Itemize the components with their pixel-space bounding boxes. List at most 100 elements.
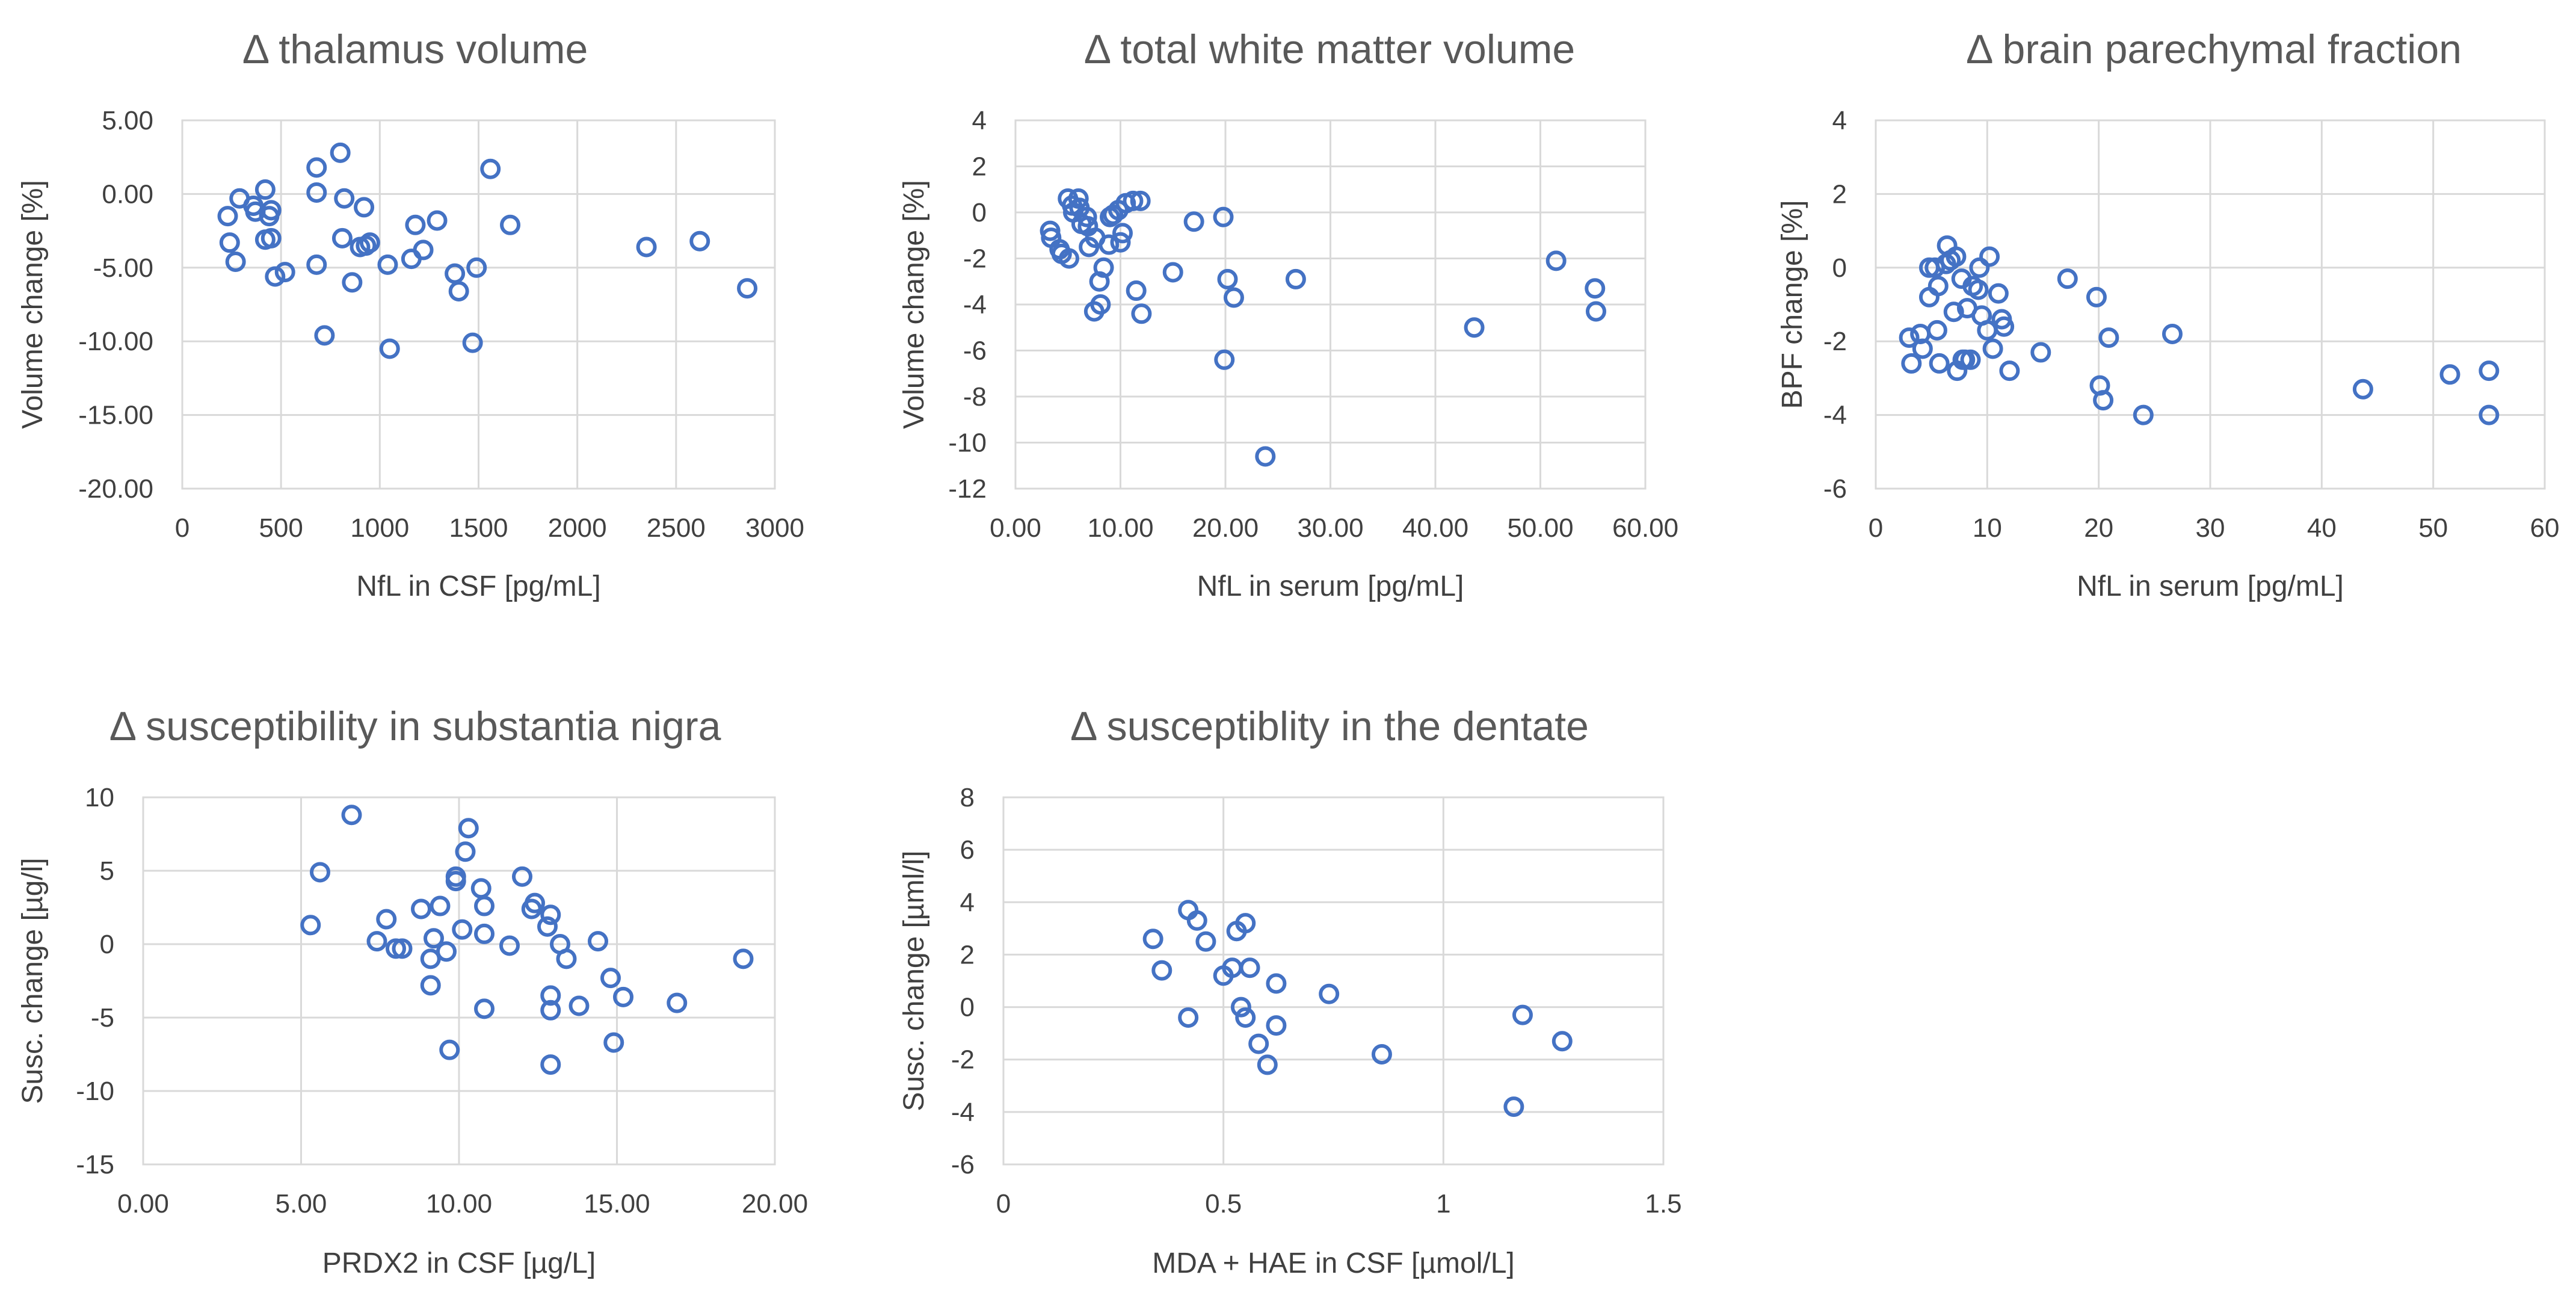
data-point <box>636 236 657 258</box>
data-point <box>254 179 276 200</box>
data-point <box>1926 320 1947 341</box>
data-point <box>306 254 327 275</box>
x-tick-label: 5.00 <box>276 1189 327 1219</box>
y-tick-label: -15.00 <box>78 401 153 430</box>
data-point <box>466 257 487 278</box>
y-tick-label: -6 <box>963 336 987 366</box>
x-tick-label: 1000 <box>350 513 409 543</box>
chart-4: Δ susceptibility in substantia nigra 10 5 0… <box>17 703 808 1279</box>
x-tick-label: 2000 <box>548 513 607 543</box>
data-point <box>1371 1044 1392 1065</box>
chart-5: Δ susceptiblity in the dentate 8 6 4 2 0 -2 -4 -… <box>898 703 1682 1279</box>
data-point <box>600 968 621 989</box>
data-point <box>1912 338 1933 359</box>
data-point <box>1503 1096 1524 1117</box>
data-point <box>470 878 491 899</box>
y-axis-title: BPF change [%] <box>1776 200 1808 409</box>
data-point <box>1090 294 1111 315</box>
y-tick-label: -8 <box>963 382 987 412</box>
data-point <box>1319 983 1340 1004</box>
data-point <box>540 1000 561 1021</box>
x-tick-label: 2500 <box>647 513 706 543</box>
x-tick-label: 1500 <box>449 513 508 543</box>
data-point <box>225 252 246 273</box>
data-point <box>2133 404 2154 425</box>
data-point <box>411 898 431 919</box>
data-point <box>1266 973 1287 994</box>
plot-area <box>142 796 776 1166</box>
data-point <box>306 157 327 178</box>
y-tick-label: 0 <box>960 993 975 1022</box>
data-point <box>1994 316 2015 337</box>
x-tick-label: 15.00 <box>584 1189 650 1219</box>
data-point <box>274 262 295 283</box>
data-point <box>1214 349 1235 370</box>
data-point <box>2057 268 2078 289</box>
data-point <box>1248 1033 1269 1054</box>
data-point <box>1183 211 1204 232</box>
data-point <box>445 866 466 887</box>
data-point <box>525 892 545 913</box>
x-tick-label: 0 <box>175 513 190 543</box>
data-point <box>1999 360 2020 382</box>
data-point <box>376 909 397 930</box>
data-point <box>1969 257 1990 278</box>
x-axis-title: MDA + HAE in CSF [µmol/L] <box>1152 1247 1514 1279</box>
data-point <box>1946 246 1967 267</box>
data-point <box>427 210 448 231</box>
data-point <box>1924 257 1946 278</box>
data-point <box>455 841 476 862</box>
data-point <box>405 214 426 235</box>
y-tick-label: -15 <box>76 1150 114 1179</box>
data-point <box>2098 327 2119 348</box>
y-tick-label: 2 <box>960 940 975 969</box>
data-point <box>1103 204 1124 225</box>
data-point <box>480 158 501 179</box>
plot-area <box>1002 796 1665 1166</box>
x-tick-label: 500 <box>259 513 303 543</box>
data-point <box>1551 1031 1573 1052</box>
y-tick-label: 0.00 <box>102 179 153 209</box>
y-tick-label: -2 <box>951 1045 975 1075</box>
data-point <box>1982 338 2003 359</box>
data-point <box>540 985 561 1006</box>
chart-2: Δ total white matter volume 4 2 0 -2 -4 -6 -8 -1… <box>898 26 1678 602</box>
data-point <box>379 338 400 359</box>
y-tick-label: -5.00 <box>93 253 153 283</box>
y-tick-label: -4 <box>1823 401 1847 430</box>
data-point <box>219 232 240 253</box>
data-point <box>1255 446 1276 467</box>
y-tick-label: 5.00 <box>102 106 153 135</box>
x-tick-label: 10.00 <box>426 1189 492 1219</box>
data-point <box>306 182 327 203</box>
y-tick-label: -6 <box>951 1150 975 1179</box>
data-point <box>1151 960 1172 981</box>
data-point <box>1285 268 1306 289</box>
y-tick-label: 6 <box>960 835 975 865</box>
x-tick-label: 10.00 <box>1087 513 1153 543</box>
data-point <box>260 227 282 249</box>
data-point <box>1512 1004 1533 1025</box>
data-point <box>1223 287 1244 308</box>
data-point <box>377 254 398 275</box>
x-axis-title: NfL in CSF [pg/mL] <box>356 570 600 602</box>
chart-title: Δ susceptiblity in the dentate <box>1070 703 1589 749</box>
x-tick-label: 1.5 <box>1645 1189 1681 1219</box>
data-point <box>265 266 286 287</box>
data-point <box>330 142 351 163</box>
data-point <box>1257 1054 1278 1075</box>
data-point <box>342 272 363 293</box>
data-point <box>436 941 457 962</box>
data-point <box>2030 342 2051 363</box>
chart-title: Δ susceptibility in substantia nigra <box>109 703 721 749</box>
data-point <box>1979 246 2000 267</box>
y-tick-label: 10 <box>85 783 114 812</box>
y-tick-label: -4 <box>963 290 987 320</box>
data-point <box>458 818 479 839</box>
data-point <box>413 240 434 261</box>
data-point <box>1585 278 1606 299</box>
data-point <box>556 948 577 969</box>
y-tick-label: 2 <box>972 152 987 182</box>
data-point <box>613 986 633 1007</box>
data-point <box>1230 997 1251 1018</box>
